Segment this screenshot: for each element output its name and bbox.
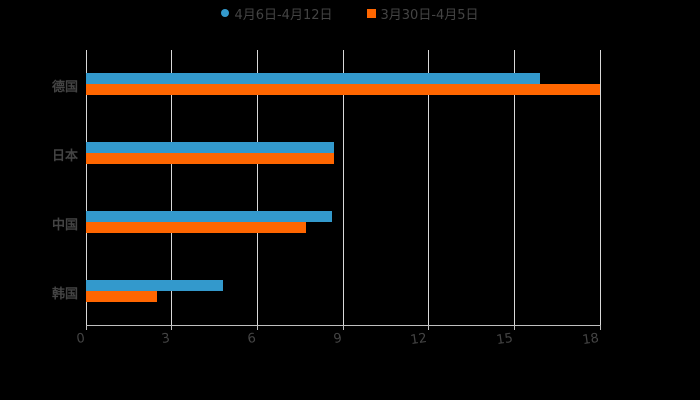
- legend-item-series-2[interactable]: 3月30日-4月5日: [366, 4, 479, 23]
- x-tick-label: 12: [409, 330, 428, 349]
- gridline: [514, 50, 515, 325]
- gridline: [600, 50, 601, 325]
- legend-square-icon: [366, 8, 376, 18]
- gridline: [86, 50, 87, 325]
- x-tick-label: 9: [332, 330, 343, 347]
- x-tick: [257, 325, 258, 330]
- x-tick: [514, 325, 515, 330]
- x-tick: [86, 325, 87, 330]
- x-tick: [600, 325, 601, 330]
- x-tick-label: 3: [160, 330, 171, 347]
- category-label: 日本: [51, 149, 78, 164]
- legend: 4月6日-4月12日 3月30日-4月5日: [0, 4, 700, 23]
- bar[interactable]: [86, 222, 306, 233]
- gridline: [171, 50, 172, 325]
- legend-label: 3月30日-4月5日: [380, 7, 479, 23]
- gridline: [343, 50, 344, 325]
- bar[interactable]: [86, 291, 158, 302]
- x-tick: [428, 325, 429, 330]
- category-label: 德国: [51, 80, 78, 95]
- legend-label: 4月6日-4月12日: [234, 7, 333, 23]
- gridline: [257, 50, 258, 325]
- x-tick-label: 15: [495, 330, 514, 349]
- bar[interactable]: [86, 211, 332, 222]
- x-tick-label: 18: [581, 330, 600, 349]
- x-tick-label: 0: [75, 330, 86, 347]
- bar[interactable]: [86, 84, 600, 95]
- bar[interactable]: [86, 73, 541, 84]
- x-tick-label: 6: [246, 330, 257, 347]
- bar[interactable]: [86, 280, 224, 291]
- category-label: 韩国: [51, 287, 78, 302]
- category-label: 中国: [51, 218, 78, 233]
- legend-item-series-1[interactable]: 4月6日-4月12日: [221, 4, 333, 23]
- legend-circle-icon: [221, 9, 230, 17]
- x-tick: [171, 325, 172, 330]
- bar[interactable]: [86, 153, 335, 164]
- bar[interactable]: [86, 142, 335, 153]
- x-tick: [343, 325, 344, 330]
- gridline: [428, 50, 429, 325]
